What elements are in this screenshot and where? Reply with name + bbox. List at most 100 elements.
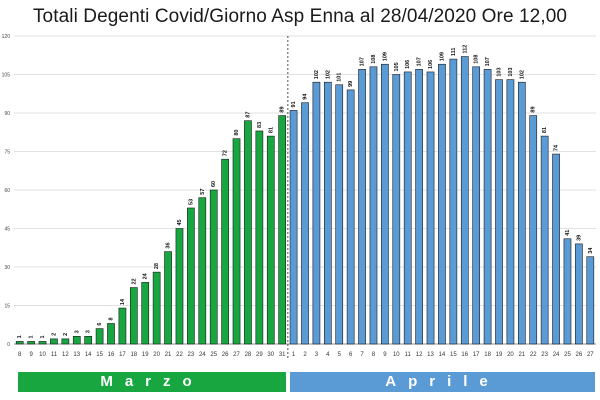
bar-value-label: 83 bbox=[257, 122, 263, 128]
x-tick-label: 9 bbox=[383, 352, 387, 358]
x-tick-label: 11 bbox=[51, 352, 58, 358]
bar-value-label: 81 bbox=[542, 127, 548, 133]
y-tick-label: 60 bbox=[4, 188, 10, 194]
x-tick-label: 15 bbox=[96, 352, 103, 358]
bar-value-label: 3 bbox=[74, 330, 80, 333]
y-tick-label: 30 bbox=[4, 265, 10, 271]
bar bbox=[84, 335, 93, 345]
bar-value-label: 24 bbox=[143, 272, 149, 279]
bar-value-label: 108 bbox=[474, 55, 480, 64]
x-tick-label: 24 bbox=[553, 352, 560, 358]
x-tick-label: 8 bbox=[372, 352, 376, 358]
bar bbox=[563, 238, 572, 345]
bar-value-label: 39 bbox=[576, 235, 582, 241]
y-tick-label: 90 bbox=[4, 111, 10, 117]
bar bbox=[586, 256, 595, 345]
bar bbox=[323, 81, 332, 345]
bar-value-label: 102 bbox=[519, 70, 525, 79]
bar bbox=[209, 189, 218, 345]
bar-value-label: 57 bbox=[200, 189, 206, 195]
chart-title: Totali Degenti Covid/Giorno Asp Enna al … bbox=[32, 6, 568, 27]
bar-value-label: 99 bbox=[348, 81, 354, 87]
bar-value-label: 94 bbox=[303, 93, 309, 100]
x-tick-label: 17 bbox=[119, 352, 126, 358]
bar-value-label: 109 bbox=[439, 52, 445, 61]
bar-value-label: 89 bbox=[280, 106, 286, 112]
bar bbox=[506, 79, 515, 345]
bar-value-label: 107 bbox=[360, 57, 366, 66]
bar-value-label: 1 bbox=[40, 335, 46, 338]
bar bbox=[141, 282, 150, 345]
bar-value-label: 105 bbox=[394, 62, 400, 71]
x-tick-label: 25 bbox=[564, 352, 571, 358]
bar bbox=[415, 69, 423, 345]
bar-value-label: 1 bbox=[29, 335, 35, 338]
x-tick-label: 24 bbox=[199, 352, 206, 358]
y-tick-label: 105 bbox=[2, 73, 11, 79]
bar bbox=[460, 56, 469, 345]
bar bbox=[472, 66, 481, 345]
bar-value-label: 103 bbox=[508, 67, 514, 76]
bar-value-label: 53 bbox=[188, 199, 194, 205]
x-tick-label: 19 bbox=[142, 352, 149, 358]
month-band-aprile: Aprile bbox=[290, 372, 595, 392]
x-tick-label: 29 bbox=[256, 352, 263, 358]
x-tick-label: 11 bbox=[405, 352, 412, 358]
bar bbox=[495, 79, 503, 345]
bar bbox=[15, 341, 24, 345]
bar-value-label: 89 bbox=[531, 106, 537, 112]
x-tick-label: 9 bbox=[29, 352, 33, 358]
bar bbox=[278, 115, 287, 345]
bar bbox=[517, 81, 526, 345]
x-tick-label: 2 bbox=[303, 352, 307, 358]
x-tick-label: 12 bbox=[416, 352, 423, 358]
x-tick-label: 17 bbox=[473, 352, 480, 358]
x-tick-label: 14 bbox=[439, 352, 446, 358]
bar-value-label: 8 bbox=[109, 317, 115, 320]
y-tick-label: 75 bbox=[4, 150, 10, 156]
bar bbox=[289, 110, 298, 345]
x-tick-label: 6 bbox=[349, 352, 353, 358]
bar-value-label: 103 bbox=[497, 67, 503, 76]
y-tick-label: 45 bbox=[4, 227, 10, 233]
bar bbox=[438, 63, 446, 345]
x-tick-label: 22 bbox=[530, 352, 537, 358]
bar bbox=[164, 251, 172, 345]
x-tick-label: 19 bbox=[496, 352, 503, 358]
bar bbox=[61, 338, 70, 345]
bar bbox=[198, 197, 207, 345]
bar bbox=[27, 341, 35, 345]
x-tick-label: 21 bbox=[165, 352, 172, 358]
bar bbox=[152, 271, 161, 345]
y-tick-label: 120 bbox=[2, 34, 11, 40]
bar-value-label: 102 bbox=[314, 70, 320, 79]
bar bbox=[426, 71, 435, 345]
bar-value-label: 106 bbox=[405, 60, 411, 69]
x-tick-label: 26 bbox=[222, 352, 229, 358]
y-tick-label: 0 bbox=[7, 342, 10, 348]
bar-value-label: 36 bbox=[166, 242, 172, 248]
x-tick-label: 27 bbox=[233, 352, 240, 358]
bar bbox=[244, 120, 252, 345]
bar-value-label: 106 bbox=[428, 60, 434, 69]
bar-value-label: 81 bbox=[268, 127, 274, 133]
x-tick-label: 18 bbox=[484, 352, 491, 358]
bar-value-label: 109 bbox=[382, 52, 388, 61]
bar-value-label: 6 bbox=[97, 323, 103, 326]
bar-value-label: 108 bbox=[371, 55, 377, 64]
bar bbox=[175, 228, 184, 345]
bar bbox=[221, 158, 229, 345]
x-tick-label: 12 bbox=[62, 352, 69, 358]
bar bbox=[255, 130, 264, 345]
bar-value-label: 1 bbox=[17, 335, 23, 338]
bar-value-label: 14 bbox=[120, 298, 126, 305]
bar-value-label: 112 bbox=[462, 45, 468, 54]
bar bbox=[540, 135, 549, 345]
x-tick-label: 28 bbox=[245, 352, 252, 358]
bar-value-label: 102 bbox=[325, 70, 331, 79]
bar-value-label: 34 bbox=[588, 247, 594, 254]
bar-value-label: 60 bbox=[211, 181, 217, 187]
x-tick-label: 10 bbox=[393, 352, 400, 358]
bar bbox=[575, 243, 583, 345]
